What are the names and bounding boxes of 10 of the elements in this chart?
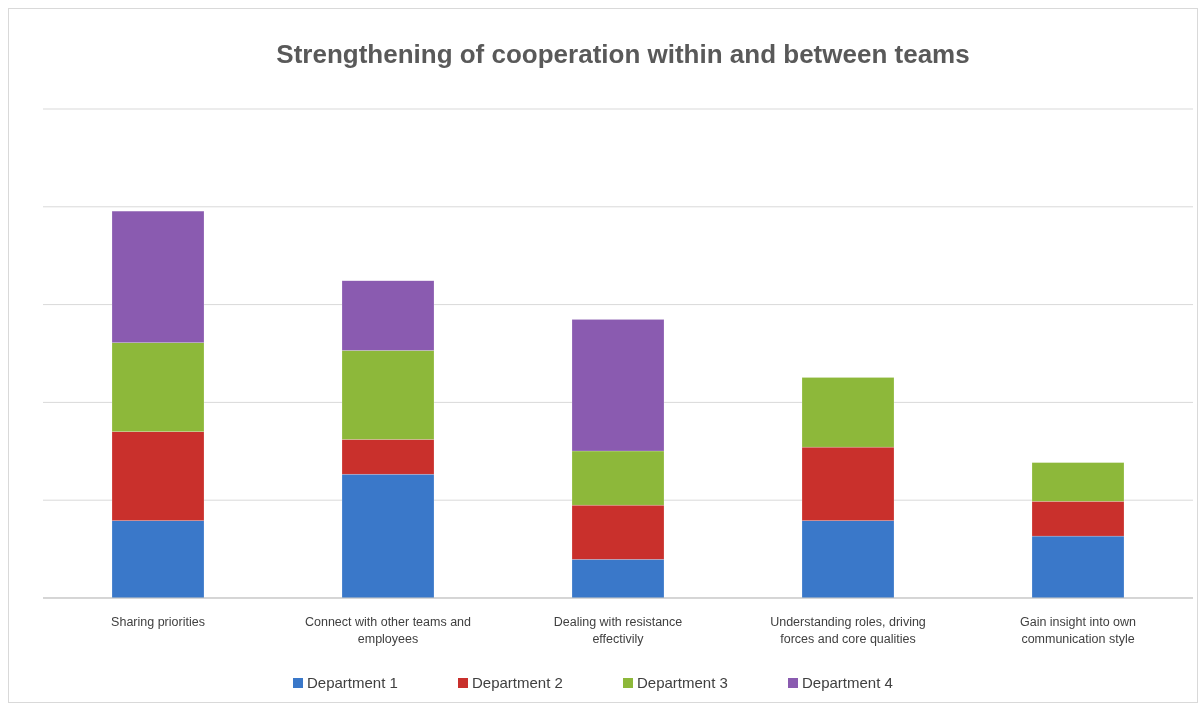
x-tick-label: Dealing with resistance effectivily xyxy=(553,615,683,646)
x-tick-label: Connect with other teams and employees xyxy=(304,615,472,646)
x-tick-label: Understanding roles, driving forces and core qualities xyxy=(770,615,926,646)
x-tick-label: Gain insight into own communication style xyxy=(1019,615,1137,646)
legend-label: Department 1 xyxy=(307,674,398,691)
legend-label: Department 2 xyxy=(472,674,563,691)
chart-title: Strengthening of cooperation within and between teams xyxy=(276,39,970,69)
legend-label: Department 4 xyxy=(802,674,893,691)
legend-label: Department 3 xyxy=(637,674,728,691)
x-tick-label: Sharing priorities xyxy=(111,615,205,629)
